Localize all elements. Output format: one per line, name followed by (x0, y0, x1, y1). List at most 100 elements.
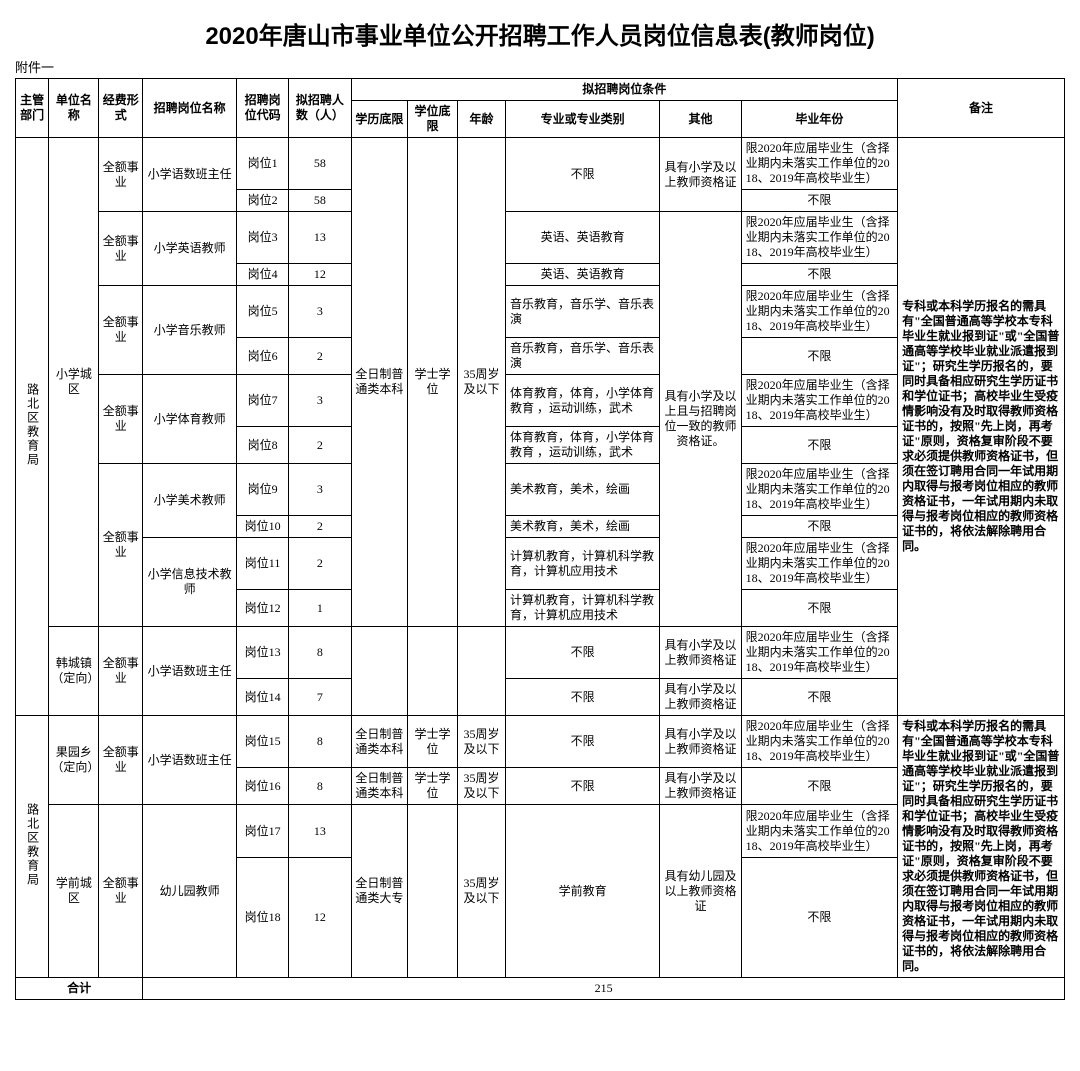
cell-year: 不限 (741, 427, 897, 464)
cell-code: 岗位15 (237, 716, 289, 768)
cell-num: 13 (289, 212, 352, 264)
hdr-cond: 拟招聘岗位条件 (351, 79, 897, 101)
cell-age (458, 627, 506, 716)
cell-position: 小学音乐教师 (143, 286, 237, 375)
cell-other: 具有小学及以上教师资格证 (660, 138, 741, 212)
cell-age: 35周岁及以下 (458, 768, 506, 805)
hdr-num: 拟招聘人数（人） (289, 79, 352, 138)
cell-edu: 全日制普通类本科 (351, 716, 407, 768)
cell-major: 英语、英语教育 (505, 212, 659, 264)
hdr-unit: 单位名称 (49, 79, 99, 138)
cell-major: 不限 (505, 138, 659, 212)
cell-year: 不限 (741, 590, 897, 627)
cell-num: 3 (289, 286, 352, 338)
cell-position: 小学英语教师 (143, 212, 237, 286)
cell-major: 学前教育 (505, 805, 659, 978)
cell-year: 限2020年应届毕业生（含择业期内未落实工作单位的2018、2019年高校毕业生… (741, 464, 897, 516)
cell-code: 岗位5 (237, 286, 289, 338)
cell-major: 不限 (505, 716, 659, 768)
cell-num: 8 (289, 627, 352, 679)
page-title: 2020年唐山市事业单位公开招聘工作人员岗位信息表(教师岗位) (15, 16, 1065, 51)
cell-other: 具有小学及以上教师资格证 (660, 768, 741, 805)
cell-fund: 全额事业 (99, 212, 143, 286)
cell-note: 专科或本科学历报名的需具有"全国普通高等学校本专科毕业生就业报到证"或"全国普通… (898, 138, 1065, 716)
cell-code: 岗位4 (237, 264, 289, 286)
cell-code: 岗位11 (237, 538, 289, 590)
cell-code: 岗位14 (237, 679, 289, 716)
cell-year: 不限 (741, 858, 897, 978)
cell-age: 35周岁及以下 (458, 138, 506, 627)
cell-age: 35周岁及以下 (458, 716, 506, 768)
cell-num: 3 (289, 464, 352, 516)
cell-fund: 全额事业 (99, 464, 143, 627)
cell-position: 小学信息技术教师 (143, 538, 237, 627)
cell-edu (351, 627, 407, 716)
cell-dept: 路北区教育局 (16, 138, 49, 716)
cell-year: 不限 (741, 264, 897, 286)
hdr-age: 年龄 (458, 101, 506, 138)
cell-dept: 路北区教育局 (16, 716, 49, 978)
cell-major: 不限 (505, 679, 659, 716)
cell-year: 限2020年应届毕业生（含择业期内未落实工作单位的2018、2019年高校毕业生… (741, 805, 897, 858)
cell-note: 专科或本科学历报名的需具有"全国普通高等学校本专科毕业生就业报到证"或"全国普通… (898, 716, 1065, 978)
cell-major: 体育教育，体育，小学体育教育 ，运动训练，武术 (505, 427, 659, 464)
cell-code: 岗位13 (237, 627, 289, 679)
cell-position: 小学语数班主任 (143, 138, 237, 212)
total-label: 合计 (16, 978, 143, 1000)
cell-year: 不限 (741, 768, 897, 805)
hdr-deg: 学位底限 (407, 101, 457, 138)
cell-num: 12 (289, 858, 352, 978)
cell-num: 58 (289, 190, 352, 212)
cell-major: 音乐教育，音乐学、音乐表演 (505, 338, 659, 375)
cell-major: 美术教育，美术，绘画 (505, 516, 659, 538)
cell-major: 计算机教育，计算机科学教育，计算机应用技术 (505, 538, 659, 590)
cell-num: 2 (289, 427, 352, 464)
cell-unit: 学前城区 (49, 805, 99, 978)
cell-major: 英语、英语教育 (505, 264, 659, 286)
cell-unit: 韩城镇（定向） (49, 627, 99, 716)
cell-fund: 全额事业 (99, 375, 143, 464)
hdr-note: 备注 (898, 79, 1065, 138)
cell-unit: 小学城区 (49, 138, 99, 627)
cell-code: 岗位17 (237, 805, 289, 858)
cell-unit: 果园乡（定向） (49, 716, 99, 805)
cell-year: 限2020年应届毕业生（含择业期内未落实工作单位的2018、2019年高校毕业生… (741, 375, 897, 427)
cell-other: 具有小学及以上且与招聘岗位一致的教师资格证。 (660, 212, 741, 627)
cell-num: 2 (289, 338, 352, 375)
total-value: 215 (143, 978, 1065, 1000)
cell-code: 岗位6 (237, 338, 289, 375)
cell-year: 限2020年应届毕业生（含择业期内未落实工作单位的2018、2019年高校毕业生… (741, 716, 897, 768)
cell-fund: 全额事业 (99, 627, 143, 716)
cell-year: 限2020年应届毕业生（含择业期内未落实工作单位的2018、2019年高校毕业生… (741, 138, 897, 190)
cell-fund: 全额事业 (99, 138, 143, 212)
cell-edu: 全日制普通类本科 (351, 768, 407, 805)
cell-code: 岗位16 (237, 768, 289, 805)
cell-major: 音乐教育，音乐学、音乐表演 (505, 286, 659, 338)
cell-fund: 全额事业 (99, 286, 143, 375)
hdr-position: 招聘岗位名称 (143, 79, 237, 138)
cell-code: 岗位9 (237, 464, 289, 516)
cell-num: 1 (289, 590, 352, 627)
cell-num: 3 (289, 375, 352, 427)
cell-code: 岗位12 (237, 590, 289, 627)
cell-position: 幼儿园教师 (143, 805, 237, 978)
cell-year: 不限 (741, 190, 897, 212)
hdr-year: 毕业年份 (741, 101, 897, 138)
cell-edu: 全日制普通类大专 (351, 805, 407, 978)
cell-num: 8 (289, 716, 352, 768)
cell-deg (407, 805, 457, 978)
cell-fund: 全额事业 (99, 716, 143, 805)
cell-code: 岗位1 (237, 138, 289, 190)
cell-code: 岗位7 (237, 375, 289, 427)
cell-year: 限2020年应届毕业生（含择业期内未落实工作单位的2018、2019年高校毕业生… (741, 538, 897, 590)
cell-major: 不限 (505, 627, 659, 679)
total-row: 合计 215 (16, 978, 1065, 1000)
cell-num: 13 (289, 805, 352, 858)
hdr-dept: 主管部门 (16, 79, 49, 138)
cell-position: 小学体育教师 (143, 375, 237, 464)
cell-num: 8 (289, 768, 352, 805)
hdr-major: 专业或专业类别 (505, 101, 659, 138)
cell-other: 具有幼儿园及以上教师资格证 (660, 805, 741, 978)
cell-num: 58 (289, 138, 352, 190)
cell-year: 限2020年应届毕业生（含择业期内未落实工作单位的2018、2019年高校毕业生… (741, 627, 897, 679)
